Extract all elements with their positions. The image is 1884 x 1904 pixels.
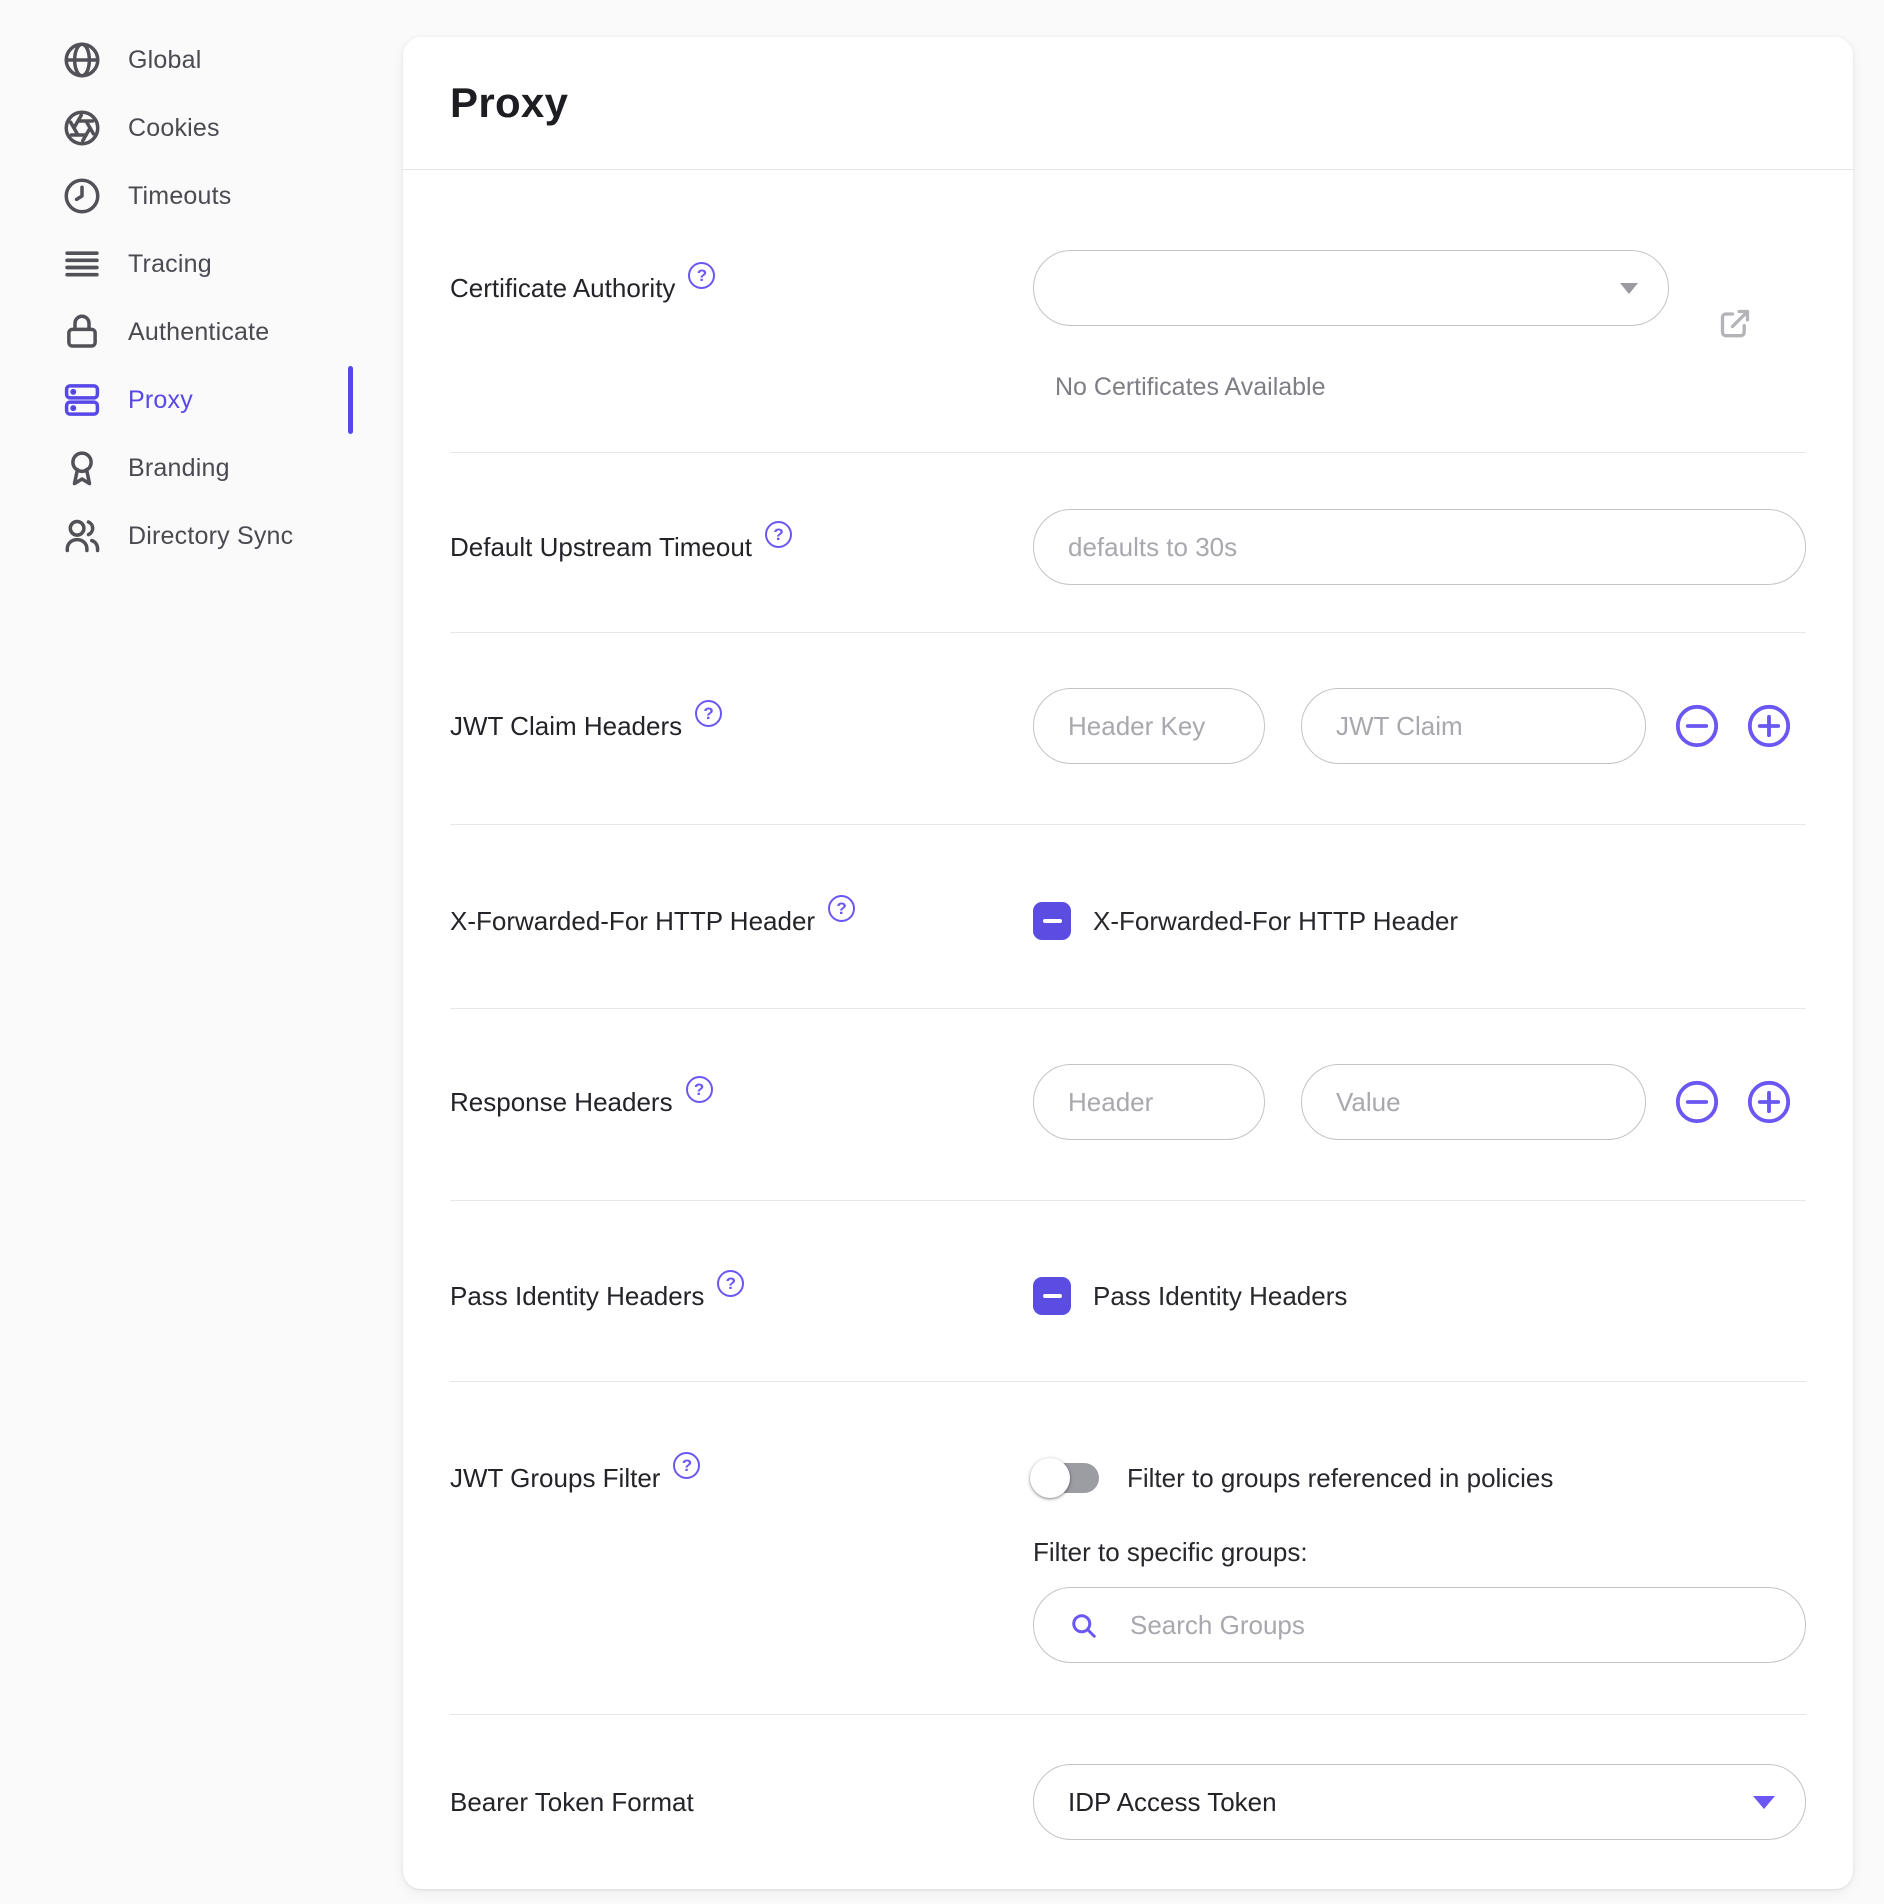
sidebar-item-label: Proxy bbox=[128, 385, 193, 414]
row-divider bbox=[450, 1714, 1806, 1715]
users-icon bbox=[60, 514, 104, 558]
sidebar-item-global[interactable]: Global bbox=[0, 26, 403, 94]
jwt-groups-filter-row: JWT Groups Filter Filter to groups refer… bbox=[403, 1382, 1853, 1714]
certificate-authority-row: Certificate Authority No Certificates Av… bbox=[403, 170, 1853, 452]
help-icon[interactable] bbox=[688, 262, 716, 289]
help-icon[interactable] bbox=[695, 700, 723, 727]
chevron-down-icon bbox=[1753, 1795, 1775, 1809]
remove-circle-icon[interactable] bbox=[1674, 703, 1720, 749]
sidebar-item-label: Directory Sync bbox=[128, 521, 294, 550]
bearer-token-format-select-value: IDP Access Token bbox=[1068, 1786, 1277, 1817]
toggle-knob bbox=[1030, 1458, 1070, 1498]
proxy-settings-panel: Proxy Certificate Authority No Certifica… bbox=[403, 37, 1853, 1889]
jwt-groups-filter-label: JWT Groups Filter bbox=[450, 1440, 1033, 1495]
default-upstream-timeout-row: Default Upstream Timeout bbox=[403, 453, 1853, 632]
row-divider bbox=[450, 632, 1806, 633]
jwt-groups-filter-toggle[interactable] bbox=[1030, 1458, 1099, 1498]
pass-identity-headers-checkbox[interactable] bbox=[1033, 1277, 1071, 1315]
sidebar-item-tracing[interactable]: Tracing bbox=[0, 230, 403, 298]
settings-sidebar: Global Cookies Timeouts Tracing Authenti… bbox=[0, 0, 403, 1904]
jwt-claim-headers-row: JWT Claim Headers bbox=[403, 633, 1853, 824]
sidebar-item-label: Branding bbox=[128, 453, 230, 482]
filter-specific-groups-label: Filter to specific groups: bbox=[1033, 1537, 1308, 1567]
jwt-claim-header-value-input[interactable] bbox=[1301, 688, 1646, 764]
lock-icon bbox=[60, 310, 104, 354]
server-icon bbox=[60, 378, 104, 422]
row-divider bbox=[450, 1008, 1806, 1009]
sidebar-item-branding[interactable]: Branding bbox=[0, 434, 403, 502]
bearer-token-format-label: Bearer Token Format bbox=[450, 1787, 694, 1817]
jwt-claim-header-key-input[interactable] bbox=[1033, 688, 1265, 764]
help-icon[interactable] bbox=[717, 1270, 745, 1297]
default-upstream-timeout-label: Default Upstream Timeout bbox=[450, 509, 1033, 564]
row-divider bbox=[450, 452, 1806, 453]
response-headers-label: Response Headers bbox=[450, 1064, 1033, 1119]
response-headers-row: Response Headers bbox=[403, 1009, 1853, 1200]
bearer-token-format-row: Bearer Token Format IDP Access Token bbox=[403, 1715, 1853, 1889]
chevron-down-icon bbox=[1620, 282, 1638, 294]
sidebar-item-proxy[interactable]: Proxy bbox=[0, 366, 403, 434]
sidebar-item-directory-sync[interactable]: Directory Sync bbox=[0, 502, 403, 570]
add-circle-icon[interactable] bbox=[1746, 1079, 1792, 1125]
certificate-authority-label: Certificate Authority bbox=[450, 250, 1033, 305]
award-icon bbox=[60, 446, 104, 490]
response-header-value-input[interactable] bbox=[1301, 1064, 1646, 1140]
sidebar-item-timeouts[interactable]: Timeouts bbox=[0, 162, 403, 230]
sidebar-item-authenticate[interactable]: Authenticate bbox=[0, 298, 403, 366]
help-icon[interactable] bbox=[765, 521, 793, 548]
x-forwarded-for-checkbox[interactable] bbox=[1033, 902, 1071, 940]
pass-identity-headers-checkbox-label: Pass Identity Headers bbox=[1093, 1280, 1348, 1311]
remove-circle-icon[interactable] bbox=[1674, 1079, 1720, 1125]
certificate-authority-helper: No Certificates Available bbox=[1055, 373, 1326, 401]
response-header-key-input[interactable] bbox=[1033, 1064, 1265, 1140]
sidebar-item-label: Tracing bbox=[128, 249, 212, 278]
sidebar-item-label: Global bbox=[128, 45, 202, 74]
bearer-token-format-select[interactable]: IDP Access Token bbox=[1033, 1764, 1806, 1840]
help-icon[interactable] bbox=[673, 1452, 701, 1479]
jwt-groups-filter-toggle-label: Filter to groups referenced in policies bbox=[1127, 1462, 1554, 1493]
default-upstream-timeout-input[interactable] bbox=[1033, 509, 1806, 585]
row-divider bbox=[450, 1200, 1806, 1201]
help-icon[interactable] bbox=[828, 895, 856, 922]
external-link-icon[interactable] bbox=[1715, 304, 1755, 349]
x-forwarded-for-checkbox-label: X-Forwarded-For HTTP Header bbox=[1093, 905, 1459, 936]
search-icon bbox=[1069, 1611, 1099, 1641]
sidebar-item-cookies[interactable]: Cookies bbox=[0, 94, 403, 162]
clock-icon bbox=[60, 174, 104, 218]
lines-icon bbox=[60, 242, 104, 286]
jwt-claim-headers-label: JWT Claim Headers bbox=[450, 688, 1033, 743]
certificate-authority-select[interactable] bbox=[1033, 250, 1669, 326]
panel-header: Proxy bbox=[403, 37, 1853, 170]
search-groups-input[interactable] bbox=[1033, 1587, 1806, 1663]
sidebar-item-label: Timeouts bbox=[128, 181, 232, 210]
pass-identity-headers-label: Pass Identity Headers bbox=[450, 1258, 1033, 1313]
help-icon[interactable] bbox=[685, 1076, 713, 1103]
sidebar-item-label: Authenticate bbox=[128, 317, 270, 346]
globe-icon bbox=[60, 38, 104, 82]
page-title: Proxy bbox=[450, 79, 569, 126]
row-divider bbox=[450, 1381, 1806, 1382]
add-circle-icon[interactable] bbox=[1746, 703, 1792, 749]
sidebar-item-label: Cookies bbox=[128, 113, 220, 142]
x-forwarded-for-label: X-Forwarded-For HTTP Header bbox=[450, 883, 1033, 938]
pass-identity-headers-row: Pass Identity Headers Pass Identity Head… bbox=[403, 1201, 1853, 1381]
cookie-icon bbox=[60, 106, 104, 150]
x-forwarded-for-row: X-Forwarded-For HTTP Header X-Forwarded-… bbox=[403, 825, 1853, 1008]
row-divider bbox=[450, 824, 1806, 825]
